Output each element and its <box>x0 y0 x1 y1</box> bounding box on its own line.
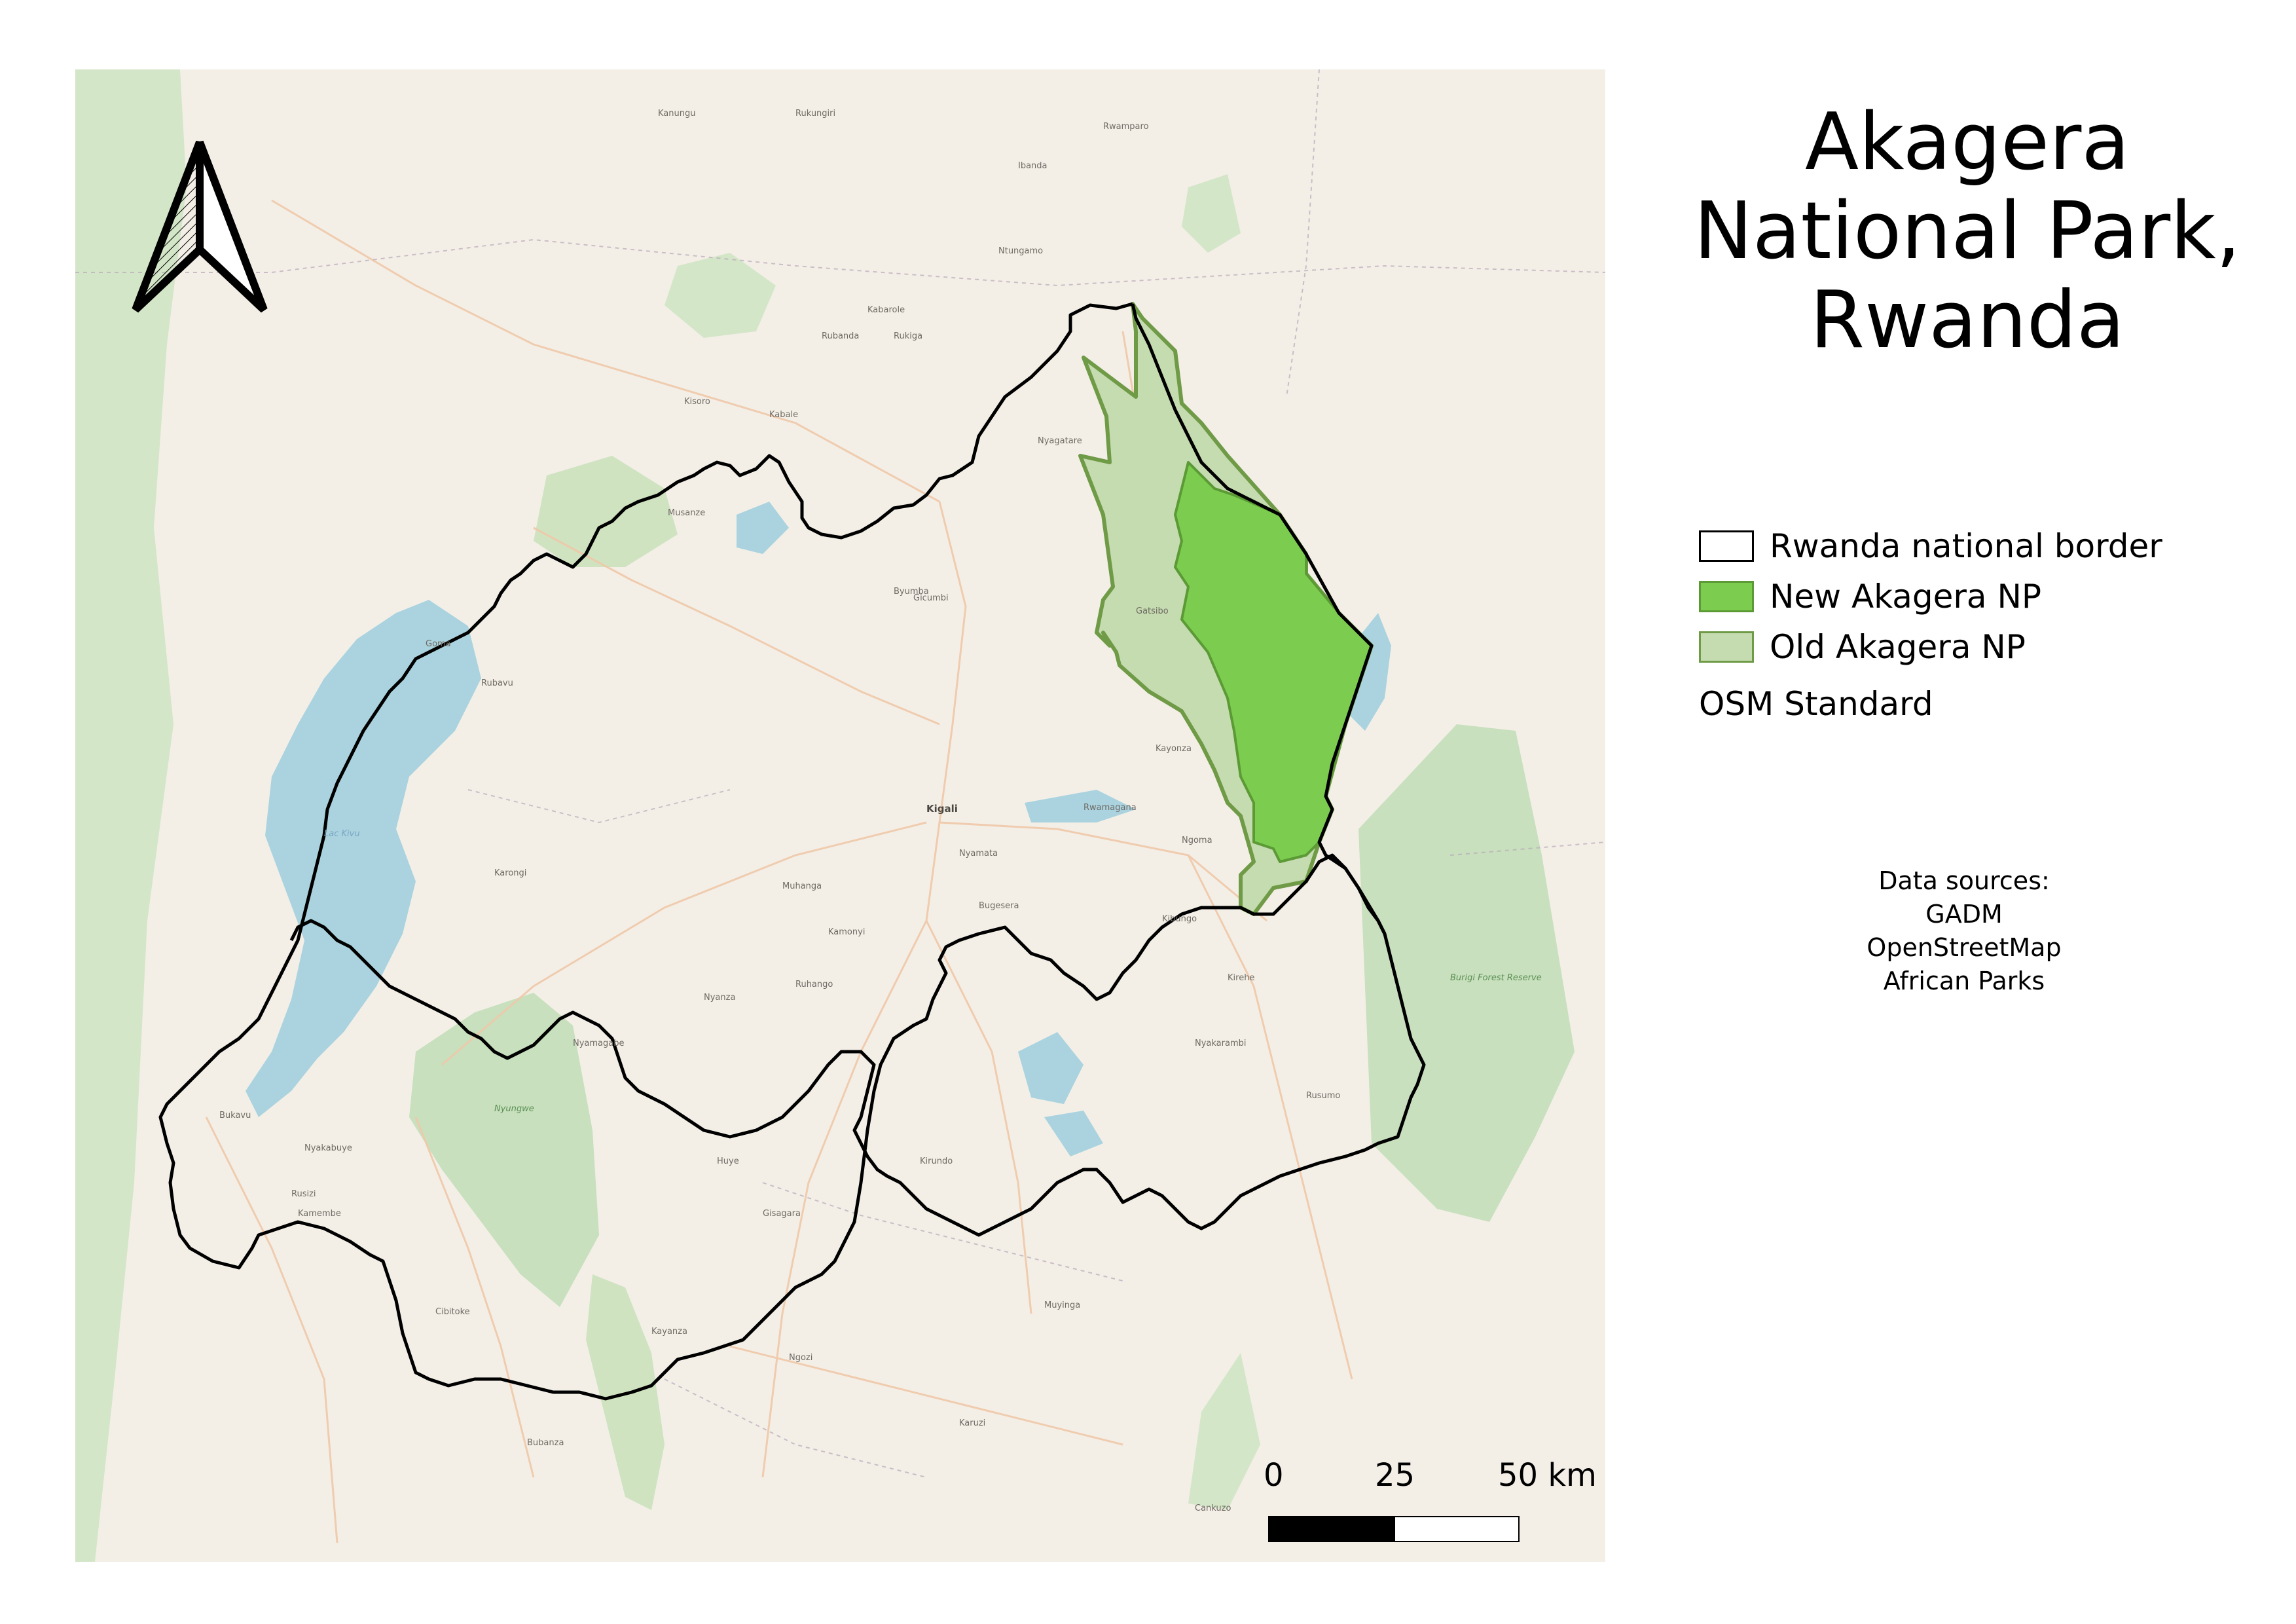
place-label: Rukungiri <box>795 109 836 119</box>
place-label: Muhanga <box>782 881 822 891</box>
scale-bar-graphic <box>1268 1516 1520 1542</box>
sources-heading: Data sources: <box>1878 866 2050 895</box>
place-label: Kirundo <box>920 1156 953 1166</box>
place-label: Nyamagabe <box>573 1039 625 1048</box>
rwanda-border <box>158 302 1426 1401</box>
place-label: Bukavu <box>219 1111 251 1120</box>
place-label: Ngoma <box>1182 836 1212 845</box>
place-label: Cibitoke <box>435 1307 470 1317</box>
place-label: Nyamata <box>959 849 998 858</box>
place-label: Gatsibo <box>1136 606 1169 616</box>
place-label: Lac Kivu <box>324 829 360 839</box>
forest-virunga <box>534 456 678 567</box>
lake-cyohoha <box>1018 1032 1084 1104</box>
data-sources: Data sources: GADM OpenStreetMap African… <box>1768 864 2160 998</box>
lake-kivu <box>246 600 481 1117</box>
place-label: Ntungamo <box>998 246 1044 256</box>
legend-label: Old Akagera NP <box>1770 627 2026 666</box>
legend-label: Rwanda national border <box>1770 526 2162 565</box>
lake-muhazi <box>1025 790 1136 822</box>
place-label: Bugesera <box>979 901 1019 911</box>
place-label: Kayanza <box>651 1327 687 1337</box>
scale-segment-black <box>1268 1516 1395 1542</box>
scale-segment-white <box>1394 1516 1520 1542</box>
legend-label: New Akagera NP <box>1770 577 2042 616</box>
source-item: GADM <box>1925 900 2003 929</box>
place-label: Nyagatare <box>1038 436 1082 446</box>
place-label: Nyungwe <box>494 1104 534 1114</box>
legend: Rwanda national border New Akagera NP Ol… <box>1699 521 2162 672</box>
scale-tick-label: 50 km <box>1498 1457 1597 1494</box>
place-label: Kisoro <box>684 397 710 407</box>
place-label: Goma <box>426 639 451 649</box>
place-label: Rwamparo <box>1103 122 1149 132</box>
place-label: Nyakabuye <box>304 1143 352 1153</box>
place-label: Kirehe <box>1228 973 1255 983</box>
place-label: Kanungu <box>658 109 696 119</box>
forest-west-congo <box>75 69 187 1562</box>
place-label: Cankuzo <box>1195 1504 1231 1513</box>
place-label: Kayonza <box>1156 744 1192 754</box>
place-label: Kigali <box>926 803 958 815</box>
map-title: Akagera National Park, Rwanda <box>1694 97 2241 366</box>
place-label: Karuzi <box>959 1418 986 1428</box>
place-label: Ibanda <box>1018 161 1048 171</box>
place-label: Huye <box>717 1156 739 1166</box>
place-label: Ruhango <box>795 980 833 989</box>
legend-item-border: Rwanda national border <box>1699 521 2162 571</box>
basemap <box>75 69 1605 1562</box>
forest-north-uganda <box>665 253 776 338</box>
rwanda-border-north <box>1131 303 1387 935</box>
scale-bar: 0 25 50 km <box>1264 1457 1597 1549</box>
place-label: Byumba <box>894 587 929 597</box>
place-label: Muyinga <box>1044 1301 1081 1310</box>
place-label: Rubavu <box>481 678 513 688</box>
source-item: African Parks <box>1883 967 2045 995</box>
basemap-label: OSM Standard <box>1699 685 1933 723</box>
scale-tick-label: 0 <box>1264 1457 1284 1494</box>
forest-kigezi <box>1182 174 1241 253</box>
lake-burera <box>737 502 789 554</box>
legend-item-new-np: New Akagera NP <box>1699 571 2162 621</box>
place-label: Kabarole <box>867 305 905 315</box>
place-label: Gisagara <box>763 1209 801 1219</box>
place-label: Bubanza <box>527 1438 564 1448</box>
lake-rweru <box>1044 1111 1103 1156</box>
place-label: Kabale <box>769 410 799 420</box>
map-frame[interactable]: Kigali Musanze Muhanga Huye Kayanza Ngoz… <box>75 69 1605 1562</box>
place-label: Rubanda <box>822 331 860 341</box>
legend-swatch-old-np <box>1699 631 1754 663</box>
scale-tick-label: 25 <box>1375 1457 1415 1494</box>
forest-east <box>1188 1353 1260 1510</box>
place-label: Musanze <box>668 508 706 518</box>
place-label: Kamonyi <box>828 927 866 937</box>
place-label: Kamembe <box>298 1209 341 1219</box>
place-label: Rwamagana <box>1084 803 1137 813</box>
source-item: OpenStreetMap <box>1867 933 2062 962</box>
place-label: Nyakarambi <box>1195 1039 1247 1048</box>
place-label: Rusumo <box>1306 1091 1341 1101</box>
legend-swatch-border <box>1699 530 1754 562</box>
admin-boundaries <box>75 69 1605 1478</box>
place-label: Kibungo <box>1162 914 1197 924</box>
place-label: Rusizi <box>291 1189 316 1199</box>
place-label: Ngozi <box>789 1353 813 1363</box>
place-label: Karongi <box>494 868 527 878</box>
place-label: Burigi Forest Reserve <box>1450 973 1542 983</box>
place-label: Rukiga <box>894 331 923 341</box>
forest-nyungwe <box>409 993 599 1307</box>
legend-swatch-new-np <box>1699 580 1754 612</box>
place-label: Gicumbi <box>913 593 949 603</box>
north-arrow-icon <box>132 140 268 313</box>
place-label: Nyanza <box>704 993 736 1003</box>
legend-item-old-np: Old Akagera NP <box>1699 621 2162 672</box>
